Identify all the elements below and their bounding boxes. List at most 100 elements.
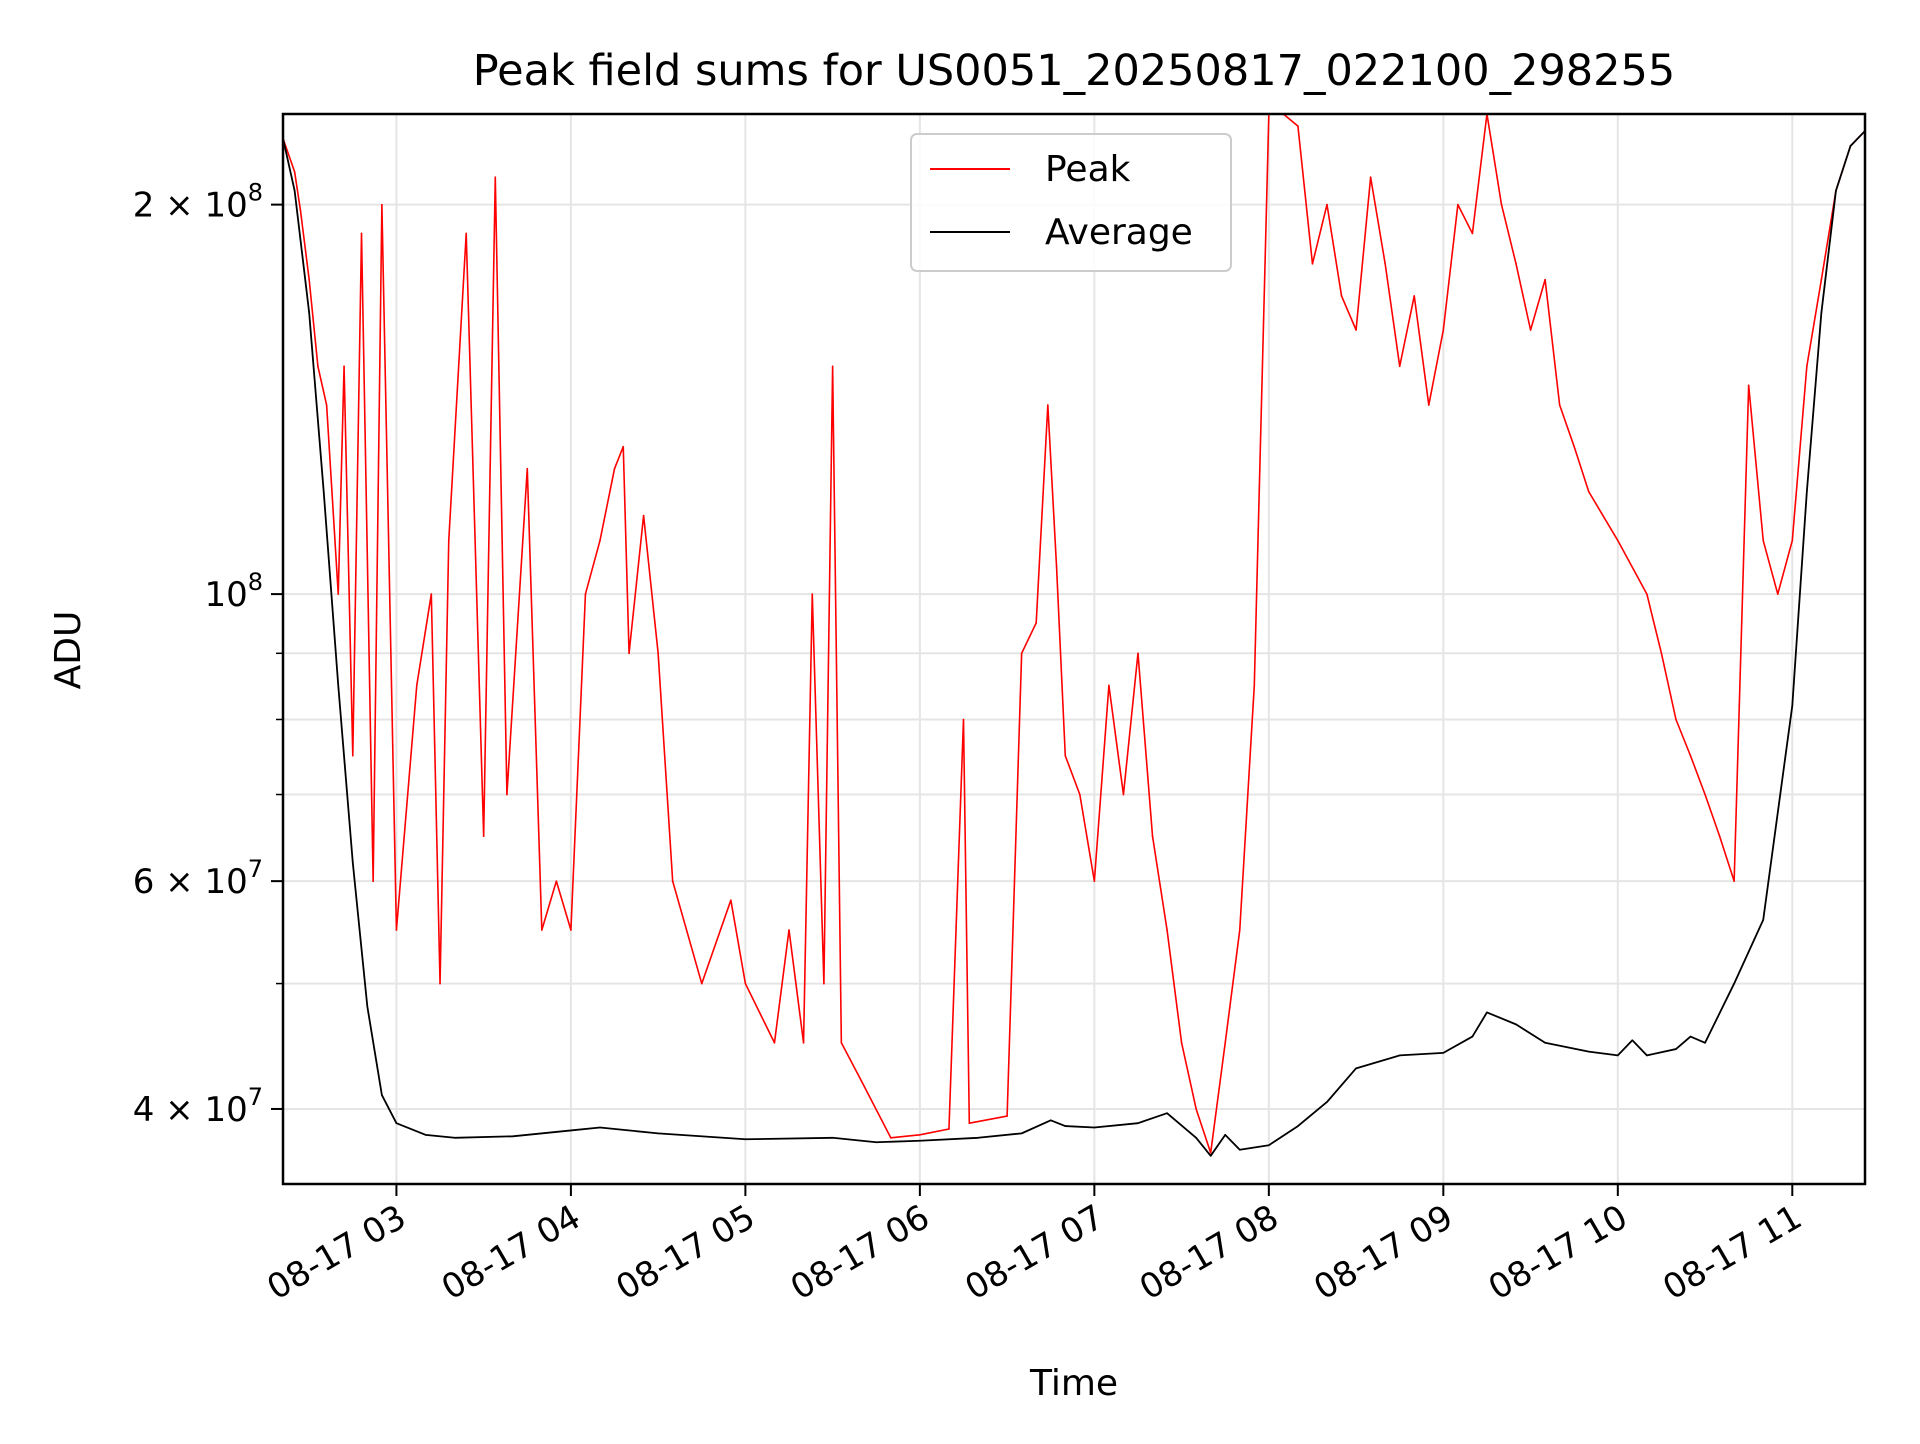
data-point-average (1442, 1052, 1445, 1054)
data-point-peak (919, 1134, 921, 1136)
data-point-peak (584, 593, 587, 595)
data-point-peak (1733, 880, 1735, 882)
data-point-average (1326, 1101, 1328, 1103)
data-point-peak (831, 365, 834, 368)
y-tick-label: 4 × 107 (133, 1083, 263, 1130)
data-point-peak (372, 880, 374, 882)
data-point-peak (293, 171, 296, 173)
data-point-peak (968, 1122, 971, 1124)
data-point-peak (1529, 329, 1532, 331)
data-point-average (322, 490, 325, 493)
data-point-average (453, 1136, 456, 1139)
data-point-average (1166, 1112, 1168, 1114)
data-point-average (1849, 145, 1852, 147)
data-point-peak (1369, 176, 1372, 178)
data-point-peak (1079, 793, 1081, 796)
data-point-peak (1820, 278, 1823, 281)
data-point-peak (1020, 652, 1023, 655)
data-point-peak (1544, 278, 1546, 281)
data-point-peak (1457, 203, 1459, 206)
data-point-peak (395, 929, 398, 931)
data-point-average (1398, 1054, 1401, 1057)
data-point-average (875, 1141, 878, 1144)
data-point-peak (1675, 718, 1677, 721)
data-point-peak (1398, 365, 1401, 368)
data-point-average (1268, 1144, 1270, 1147)
data-point-peak (1006, 1115, 1008, 1117)
data-point-average (1515, 1023, 1517, 1026)
data-point-average (977, 1136, 979, 1139)
data-point-peak (802, 1041, 805, 1044)
data-point-peak (613, 467, 616, 470)
data-point-peak (1515, 263, 1517, 265)
data-point-peak (1704, 793, 1706, 796)
data-point-average (1049, 1119, 1052, 1122)
data-point-average (1762, 919, 1765, 921)
data-point-average (511, 1135, 514, 1138)
data-point-peak (840, 1041, 843, 1044)
data-point-average (308, 311, 310, 314)
data-point-average (293, 189, 296, 192)
data-point-peak (506, 793, 508, 796)
legend: Peak Average (910, 133, 1232, 272)
data-point-peak (1791, 539, 1794, 542)
data-point-peak (1047, 404, 1049, 406)
data-point-peak (482, 835, 485, 837)
data-point-peak (642, 514, 645, 517)
data-point-average (1224, 1134, 1227, 1136)
data-point-peak (744, 982, 747, 985)
data-point-peak (1573, 445, 1575, 448)
data-point-average (1137, 1122, 1139, 1124)
data-point-average (1486, 1011, 1488, 1014)
data-point-peak (1776, 593, 1779, 595)
data-point-average (657, 1132, 659, 1135)
data-point-peak (1427, 404, 1430, 406)
data-point-peak (1413, 295, 1416, 297)
data-point-average (744, 1138, 747, 1141)
data-point-average (1675, 1048, 1677, 1050)
data-point-peak (415, 684, 418, 687)
y-tick-label: 2 × 108 (133, 179, 263, 226)
data-point-peak (430, 593, 433, 595)
data-point-average (1806, 490, 1808, 493)
data-point-peak (1355, 329, 1357, 331)
data-point-peak (599, 539, 601, 542)
data-point-peak (788, 929, 790, 931)
data-point-peak (1122, 793, 1125, 796)
data-point-peak (308, 278, 310, 281)
data-point-average (1355, 1067, 1357, 1070)
data-point-peak (628, 652, 630, 655)
data-point-peak (1311, 263, 1314, 265)
data-point-peak (1384, 263, 1386, 265)
data-point-average (1617, 1054, 1619, 1057)
data-point-peak (1137, 652, 1139, 655)
data-point-peak (1055, 565, 1058, 568)
data-point-peak (1166, 929, 1168, 931)
data-point-peak (447, 539, 450, 542)
legend-peak-label: Peak (1045, 149, 1131, 190)
legend-average-label: Average (1045, 212, 1193, 253)
data-point-peak (1471, 232, 1474, 235)
plot-frame (281, 112, 1867, 1186)
data-point-peak (1762, 539, 1765, 542)
data-point-peak (1224, 1041, 1227, 1044)
data-point-average (919, 1139, 921, 1142)
data-point-peak (494, 176, 497, 178)
data-point-peak (381, 203, 383, 206)
data-point-average (1020, 1132, 1023, 1135)
data-point-average (1587, 1050, 1590, 1053)
y-tick-label: 108 (204, 568, 263, 615)
data-point-peak (1747, 384, 1750, 387)
data-point-peak (1064, 754, 1067, 757)
data-point-peak (657, 652, 659, 655)
data-point-peak (299, 209, 302, 212)
data-point-peak (1151, 835, 1154, 837)
data-point-peak (889, 1136, 892, 1139)
data-point-average (1835, 189, 1837, 192)
data-point-peak (1718, 835, 1721, 837)
data-point-average (395, 1122, 398, 1124)
data-point-peak (1646, 593, 1648, 595)
chart-title: Peak field sums for US0051_20250817_0221… (473, 46, 1676, 96)
data-point-peak (1689, 754, 1692, 757)
